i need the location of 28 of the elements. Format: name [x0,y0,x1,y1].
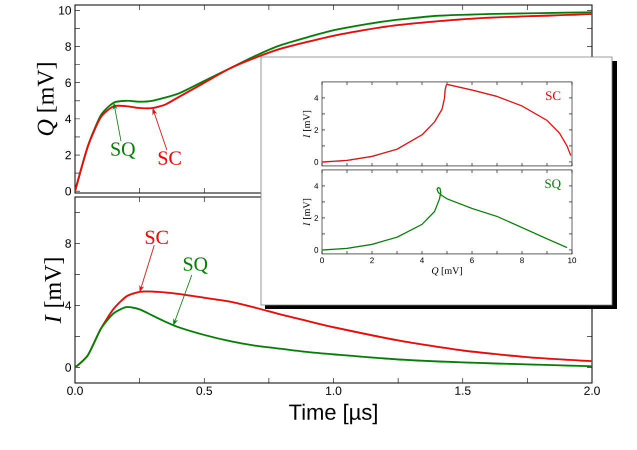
x-axis-title: Q [mV] [432,266,462,276]
y-tick-label: 2 [65,150,71,160]
y-axis-title: I [mV] [302,198,312,226]
y-tick-label: 8 [65,42,71,51]
y-axis-title: I [mV] [44,258,64,324]
text: SQ [545,179,561,190]
y-axis-title: Q [mV] [36,63,58,136]
line-series [75,306,592,368]
y-tick-label: 0 [65,363,72,372]
annotation: SC [146,230,168,244]
y-tick-label: 10 [59,6,72,15]
annotation: SQ [184,257,208,274]
y-tick-label: 0 [65,186,72,196]
x-tick-label: 0.5 [196,386,212,395]
y-tick-label: 8 [65,239,71,248]
annotation: SC [158,151,181,165]
x-axis-title: Time [µs] [289,404,377,424]
annotation: SQ [111,142,136,159]
y-tick-label: 4 [65,114,72,123]
x-tick-label: 2.0 [584,386,600,395]
series-label: SC [546,91,560,100]
y-tick-label: 4 [65,301,72,310]
x-tick-label: 1.0 [326,386,342,395]
y-axis-title: I [mV] [302,110,312,138]
x-tick-label: 1.5 [455,386,471,395]
line-series [322,84,572,163]
y-tick-label: 6 [65,78,71,87]
x-tick-label: 0.0 [67,386,83,395]
